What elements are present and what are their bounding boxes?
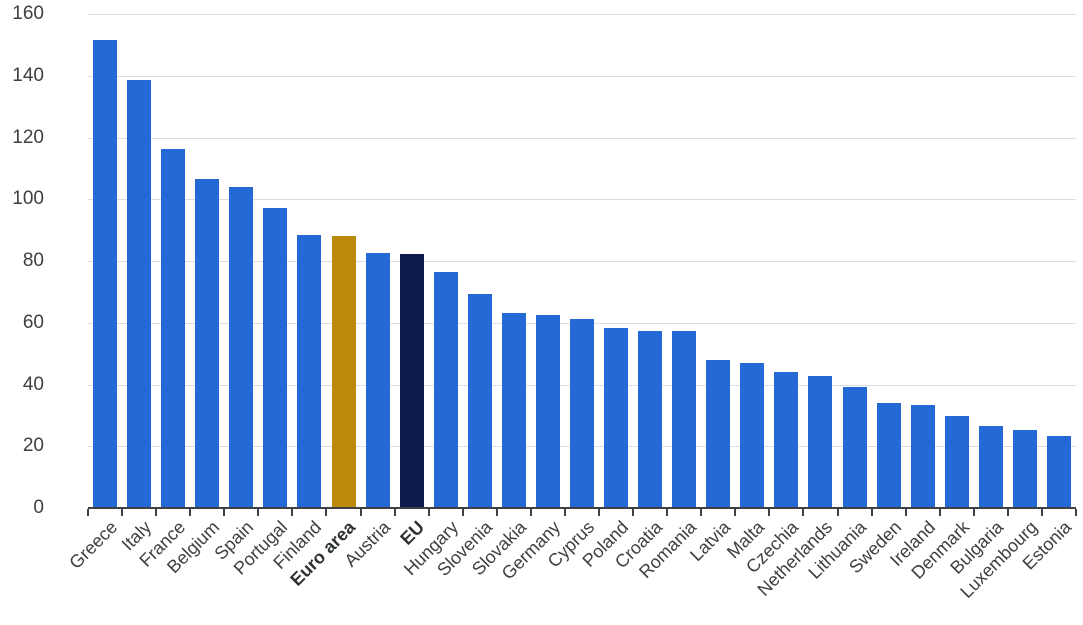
x-tick-15: [598, 509, 601, 516]
bar-romania: [672, 331, 697, 508]
gridline-80: [88, 261, 1076, 262]
x-tick-19: [734, 509, 737, 516]
x-tick-27: [1006, 509, 1009, 516]
gridline-120: [88, 137, 1076, 139]
x-tick-13: [529, 509, 532, 516]
bar-malta: [740, 362, 765, 508]
bar-luxembourg: [1012, 430, 1037, 508]
bar-sweden: [876, 402, 901, 508]
bar-slovakia: [501, 312, 526, 508]
bar-austria: [365, 252, 390, 508]
bar-belgium: [195, 179, 220, 508]
gridline-140: [88, 75, 1076, 77]
y-tick-label-80: 80: [22, 250, 44, 271]
y-tick-label-100: 100: [12, 188, 44, 210]
y-tick-label-40: 40: [22, 373, 44, 395]
x-label-greece: Greece: [65, 517, 122, 573]
x-tick-8: [359, 509, 362, 516]
bar-hungary: [433, 272, 458, 508]
x-tick-24: [904, 509, 907, 516]
x-tick-9: [393, 509, 396, 516]
bar-germany: [535, 315, 560, 508]
x-tick-16: [632, 509, 635, 516]
x-tick-29: [1075, 509, 1077, 516]
bar-denmark: [944, 415, 969, 508]
x-tick-7: [325, 509, 328, 516]
x-tick-12: [495, 509, 498, 516]
x-tick-23: [870, 509, 873, 516]
x-tick-0: [87, 509, 89, 516]
bar-croatia: [638, 330, 663, 508]
x-tick-4: [223, 509, 226, 516]
bar-bulgaria: [978, 426, 1003, 508]
x-tick-10: [427, 509, 430, 516]
bar-portugal: [263, 208, 288, 508]
bar-cyprus: [570, 319, 594, 508]
bar-latvia: [706, 359, 731, 508]
x-tick-14: [563, 509, 566, 516]
y-tick-label-60: 60: [22, 311, 44, 333]
bar-ireland: [910, 405, 935, 508]
x-tick-2: [155, 509, 158, 516]
x-tick-1: [121, 509, 124, 516]
bar-poland: [604, 328, 629, 508]
y-tick-label-160: 160: [12, 3, 44, 24]
x-tick-11: [461, 509, 464, 516]
x-tick-20: [768, 509, 771, 516]
bar-spain: [229, 187, 254, 508]
x-tick-5: [257, 509, 260, 516]
x-tick-3: [189, 509, 192, 516]
x-tick-17: [666, 509, 669, 516]
gridline-100: [88, 199, 1076, 201]
y-tick-label-0: 0: [33, 497, 44, 518]
bar-finland: [297, 235, 322, 508]
bar-lithuania: [842, 386, 867, 508]
bar-czechia: [774, 372, 799, 508]
x-tick-6: [291, 509, 294, 516]
bar-italy: [127, 80, 152, 508]
x-tick-26: [972, 509, 975, 516]
bar-euro-area: [331, 235, 356, 508]
x-tick-21: [802, 509, 805, 516]
bar-slovenia: [467, 293, 492, 508]
y-tick-label-20: 20: [22, 435, 44, 457]
x-tick-18: [700, 509, 703, 516]
bar-greece: [93, 39, 118, 508]
x-axis-line: [88, 507, 1076, 509]
bar-france: [161, 148, 186, 508]
bar-netherlands: [808, 375, 833, 508]
y-tick-label-140: 140: [12, 64, 44, 86]
bar-estonia: [1046, 435, 1071, 508]
x-tick-28: [1040, 509, 1043, 516]
y-tick-label-120: 120: [12, 126, 44, 148]
bar-eu: [399, 253, 424, 508]
x-tick-25: [938, 509, 941, 516]
x-tick-22: [836, 509, 839, 516]
gridline-160: [88, 14, 1076, 15]
